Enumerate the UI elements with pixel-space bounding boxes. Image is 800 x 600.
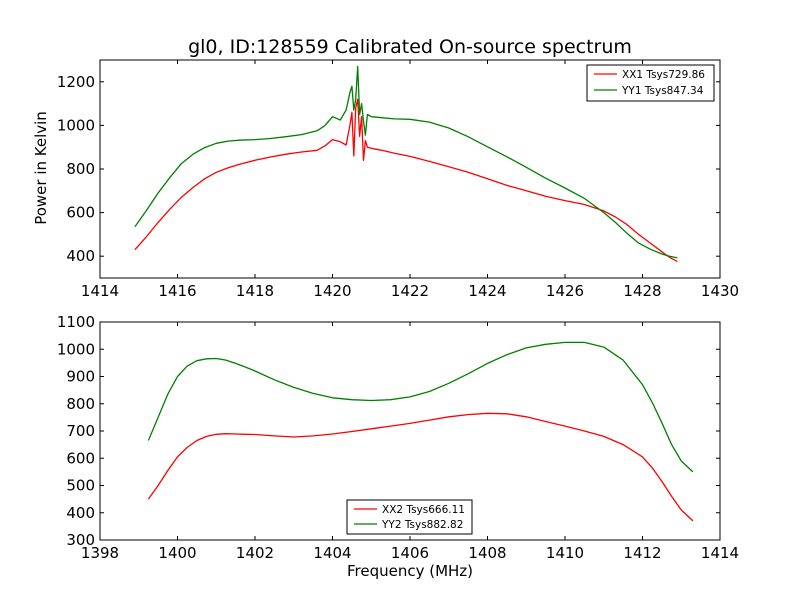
bottom-legend-label-xx2: XX2 Tsys666.11 bbox=[382, 504, 465, 516]
top-ticks: 1414 1416 1418 1420 1422 1424 1426 1428 1430 400 6… bbox=[57, 60, 739, 300]
bottom-legend-label-yy2: YY2 Tsys882.82 bbox=[381, 519, 463, 531]
top-x-tick-label: 1418 bbox=[236, 282, 274, 300]
top-legend-label-xx1: XX1 Tsys729.86 bbox=[622, 69, 705, 81]
top-x-tick-label: 1416 bbox=[158, 282, 196, 300]
bottom-ticks: 1398 1400 1402 1404 1406 1408 1410 1412 1414 300 4… bbox=[57, 313, 739, 562]
bottom-plot-lines bbox=[147, 341, 694, 522]
bottom-y-tick-label: 600 bbox=[66, 449, 95, 467]
top-x-tick-label: 1430 bbox=[701, 282, 739, 300]
bottom-x-tick-label: 1398 bbox=[81, 544, 119, 562]
bottom-x-tick-label: 1414 bbox=[701, 544, 739, 562]
top-y-tick-label: 800 bbox=[66, 160, 95, 178]
top-legend-label-yy1: YY1 Tsys847.34 bbox=[621, 85, 704, 97]
bottom-y-tick-label: 500 bbox=[66, 477, 95, 495]
bottom-y-tick-label: 1000 bbox=[57, 340, 95, 358]
bottom-legend: XX2 Tsys666.11 YY2 Tsys882.82 bbox=[346, 499, 473, 535]
bottom-y-tick-label: 800 bbox=[66, 395, 95, 413]
top-plot-lines bbox=[134, 65, 678, 263]
bottom-y-tick-label: 1100 bbox=[57, 313, 95, 331]
bottom-x-tick-label: 1402 bbox=[236, 544, 274, 562]
bottom-series-line-1 bbox=[147, 412, 694, 522]
bottom-x-tick-label: 1406 bbox=[391, 544, 429, 562]
bottom-x-tick-label: 1410 bbox=[546, 544, 584, 562]
top-legend-box bbox=[586, 64, 715, 102]
top-y-tick-label: 1200 bbox=[57, 73, 95, 91]
bottom-y-tick-label: 700 bbox=[66, 422, 95, 440]
top-legend: XX1 Tsys729.86 YY1 Tsys847.34 bbox=[586, 64, 715, 102]
bottom-x-tick-label: 1404 bbox=[313, 544, 351, 562]
bottom-x-tick-label: 1400 bbox=[158, 544, 196, 562]
bottom-y-tick-label: 400 bbox=[66, 504, 95, 522]
top-axes-frame bbox=[99, 59, 721, 279]
bottom-x-axis-label: Frequency (MHz) bbox=[347, 562, 473, 580]
bottom-legend-box bbox=[346, 499, 473, 535]
bottom-y-tick-label: 300 bbox=[66, 531, 95, 549]
top-x-tick-label: 1424 bbox=[468, 282, 506, 300]
top-x-tick-label: 1426 bbox=[546, 282, 584, 300]
top-x-tick-label: 1414 bbox=[81, 282, 119, 300]
top-y-axis-label: Power in Kelvin bbox=[32, 111, 50, 225]
top-y-tick-label: 600 bbox=[66, 204, 95, 222]
top-series-line-1 bbox=[134, 98, 678, 263]
bottom-x-tick-label: 1412 bbox=[623, 544, 661, 562]
top-x-tick-label: 1428 bbox=[623, 282, 661, 300]
chart-title: gl0, ID:128559 Calibrated On-source spec… bbox=[188, 36, 632, 58]
bottom-x-tick-label: 1408 bbox=[468, 544, 506, 562]
top-y-tick-label: 1000 bbox=[57, 116, 95, 134]
top-series-line-2 bbox=[134, 65, 678, 259]
top-y-tick-label: 400 bbox=[66, 247, 95, 265]
bottom-axes-frame bbox=[99, 321, 721, 541]
top-x-tick-label: 1420 bbox=[313, 282, 351, 300]
top-x-tick-label: 1422 bbox=[391, 282, 429, 300]
bottom-y-tick-label: 900 bbox=[66, 368, 95, 386]
bottom-series-line-2 bbox=[147, 341, 694, 473]
